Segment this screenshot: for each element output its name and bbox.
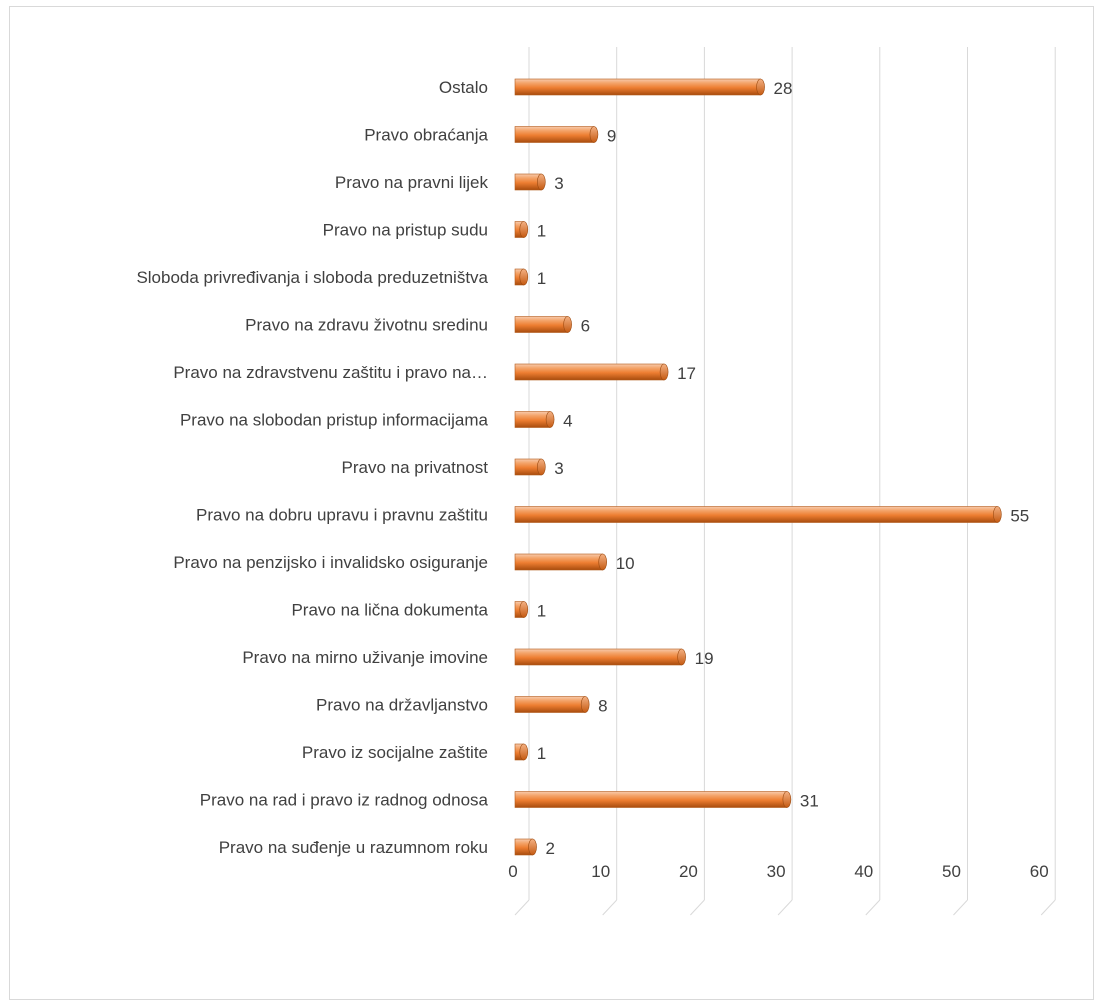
x-tick-label: 10 [591,862,610,881]
x-tick-label: 20 [679,862,698,881]
gridline-50 [953,47,968,916]
category-label: Sloboda privređivanja i sloboda preduzet… [136,268,488,287]
bar [514,126,599,143]
category-label: Pravo na mirno uživanje imovine [242,648,488,667]
value-label: 1 [537,744,546,763]
bar [514,648,686,666]
gridlines [514,47,1056,916]
gridline-40 [865,47,881,916]
value-label: 1 [537,602,546,621]
category-label: Pravo na pravni lijek [335,173,489,192]
value-label: 55 [1010,507,1029,526]
chart-frame [9,6,1094,1000]
x-tick-label: 0 [508,862,517,881]
x-tick-label: 60 [1030,862,1049,881]
category-label: Pravo na dobru upravu i pravnu zaštitu [196,506,488,525]
value-label: 1 [537,269,546,288]
value-label: 10 [616,554,635,573]
category-label: Pravo na lična dokumenta [291,601,488,620]
bar [514,791,792,808]
value-label: 6 [581,317,590,336]
value-label: 9 [607,127,616,146]
x-tick-label: 40 [854,862,873,881]
value-label: 28 [774,79,793,98]
gridline-60 [1040,47,1056,916]
value-label: 2 [546,839,555,858]
x-tick-label: 30 [767,862,786,881]
value-label: 4 [563,412,572,431]
value-label: 3 [554,459,563,478]
category-label: Pravo na zdravu životnu sredinu [245,316,488,335]
bar [514,743,529,761]
gridline-20 [690,47,705,916]
bar [514,553,608,571]
category-label: Pravo na pristup sudu [323,221,488,240]
bar [514,363,669,381]
bar [514,838,537,856]
bar [514,78,765,96]
bar [514,411,555,428]
value-label: 17 [677,364,696,383]
x-tick-label: 50 [942,862,961,881]
bar [514,221,529,238]
bar [514,601,529,618]
bar [514,696,590,713]
category-label: Pravo na slobodan pristup informacijama [180,411,489,430]
category-label: Pravo na suđenje u razumnom roku [219,838,488,857]
value-label: 19 [695,649,714,668]
bar [514,173,546,191]
bar [514,458,546,476]
gridline-10 [602,47,618,916]
gridline-30 [777,47,793,916]
category-label: Pravo obraćanja [364,126,488,145]
category-label: Pravo na rad i pravo iz radnog odnosa [200,791,489,810]
category-label: Pravo na privatnost [342,458,489,477]
value-label: 1 [537,222,546,241]
value-label: 3 [554,174,563,193]
bar [514,268,529,286]
category-label: Pravo na zdravstvenu zaštitu i pravo na… [173,363,488,382]
bar [514,316,572,333]
value-label: 8 [598,697,607,716]
category-label: Pravo iz socijalne zaštite [302,743,488,762]
category-label: Pravo na državljanstvo [316,696,488,715]
bar [514,506,1002,523]
value-label: 31 [800,792,819,811]
bars [514,78,1002,856]
category-label: Pravo na penzijsko i invalidsko osiguran… [173,553,488,572]
category-label: Ostalo [439,78,488,97]
